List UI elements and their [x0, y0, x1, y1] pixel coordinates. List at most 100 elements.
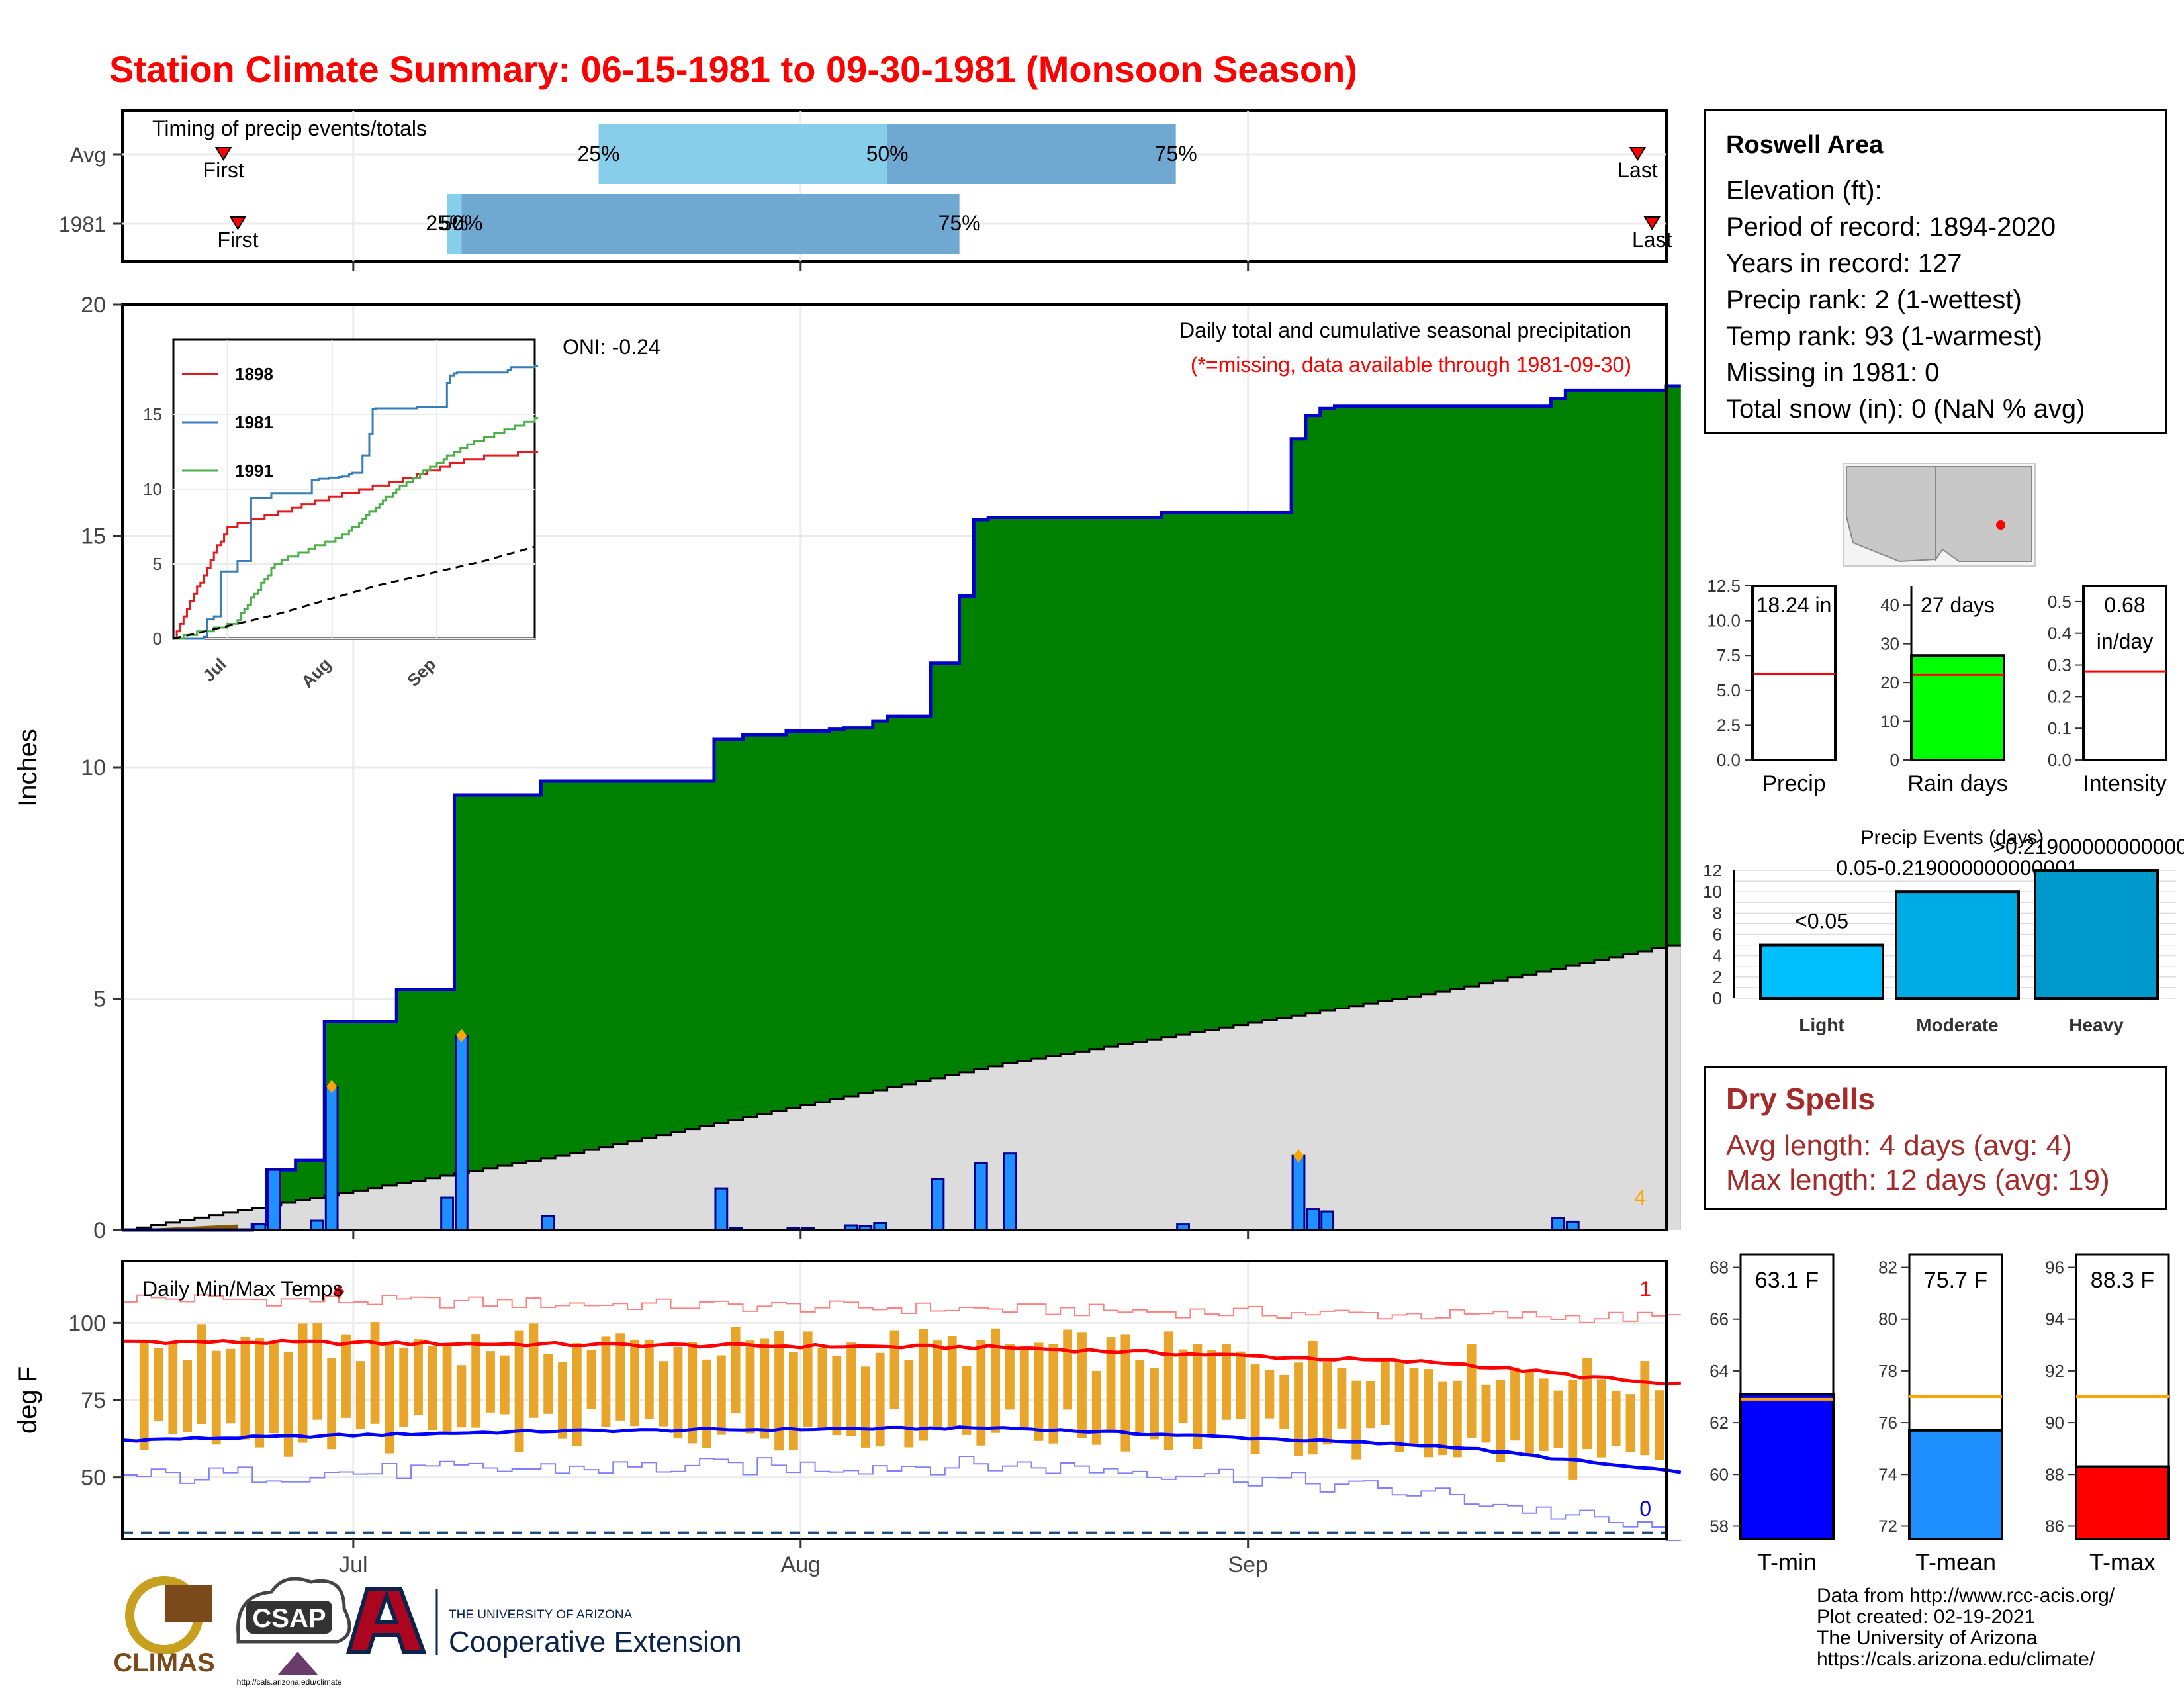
daily-temp-bar — [471, 1334, 481, 1428]
daily-temp-bar — [731, 1327, 741, 1413]
credit-url: https://cals.arizona.edu/climate/ — [1817, 1648, 2095, 1670]
temp-summary-tick-label-tmax: 86 — [2045, 1516, 2064, 1536]
climas-logo-block — [165, 1585, 212, 1622]
daily-temp-bar — [1150, 1368, 1159, 1440]
daily-temp-bar — [1294, 1362, 1303, 1456]
daily-temp-bar — [1452, 1380, 1462, 1458]
info-missing: Missing in 1981: 0 — [1726, 358, 1940, 387]
daily-temp-bar — [543, 1354, 553, 1414]
daily-temp-bar — [1625, 1394, 1635, 1452]
temp-summary-value-tmax: 88.3 F — [2091, 1268, 2154, 1293]
events-category-label: Moderate — [1916, 1015, 1998, 1035]
info-elevation: Elevation (ft): — [1726, 176, 1882, 205]
daily-temp-bar — [1438, 1381, 1447, 1456]
summary-tick-label-precip: 5.0 — [1717, 680, 1741, 700]
events-tick-label: 10 — [1703, 882, 1722, 902]
daily-temp-bar — [1207, 1350, 1217, 1435]
daily-max-marker — [326, 1080, 338, 1094]
events-tick-label: 8 — [1713, 903, 1722, 923]
missing-note: (*=missing, data available through 1981-… — [1191, 353, 1631, 377]
info-snow: Total snow (in): 0 (NaN % avg) — [1726, 395, 2085, 424]
daily-temp-bar — [1611, 1390, 1621, 1446]
inset-y-tick-label: 15 — [143, 404, 162, 424]
temps-y-tick-label: 100 — [68, 1311, 106, 1336]
timing-row-label: 1981 — [59, 212, 106, 236]
temp-summary-value-tmean: 75.7 F — [1924, 1268, 1987, 1293]
inset-y-tick-label: 5 — [153, 554, 162, 574]
daily-temp-bar — [197, 1324, 206, 1425]
temps-x-tick-label: Jul — [339, 1552, 367, 1577]
inset-series-line — [173, 365, 539, 640]
daily-temp-bar — [1380, 1358, 1390, 1425]
daily-temp-bar — [327, 1358, 337, 1450]
events-bar-label: <0.05 — [1795, 910, 1848, 933]
temp-summary-tick-label-tmax: 94 — [2045, 1309, 2064, 1329]
summary-tick-label-intensity: 0.0 — [2048, 750, 2071, 770]
daily-precip-bar — [310, 1219, 324, 1231]
daily-temp-bar — [1163, 1331, 1173, 1450]
daily-precip-bar — [324, 1085, 339, 1231]
timing-p75-label: 75% — [938, 211, 981, 235]
summary-bars: 18.24 in 0.0 2.5 5.0 7.5 10.0 12.5 Precip 27 day… — [1707, 576, 2167, 796]
inset-legend-label: 1981 — [235, 412, 273, 432]
climas-logo-text: CLIMAS — [113, 1648, 214, 1677]
daily-temp-bar — [1366, 1381, 1375, 1429]
temp-summary-tick-label-tmean: 78 — [1878, 1361, 1897, 1381]
main-y-tick-label: 5 — [93, 987, 106, 1012]
summary-tick-label-intensity: 0.4 — [2048, 624, 2071, 643]
temp-summary-tick-label-tmin: 64 — [1709, 1361, 1729, 1381]
summary-tick-label-raindays: 10 — [1880, 712, 1899, 731]
daily-temp-bar — [1077, 1332, 1087, 1438]
daily-temp-bar — [312, 1323, 322, 1420]
daily-temp-bar — [788, 1352, 798, 1450]
temps-y-tick-label: 75 — [81, 1388, 106, 1413]
precip-panel: 0 5 10 15 20 Inches ONI: -0.24 Daily total and … — [13, 293, 1681, 1243]
ua-logo-big-text: Cooperative Extension — [449, 1626, 742, 1658]
daily-temp-bar — [457, 1365, 467, 1428]
daily-temp-bar — [1005, 1344, 1015, 1410]
events-tick-label: 2 — [1713, 967, 1722, 987]
map-state-new-mexico — [1935, 466, 2032, 562]
temps-panel: Daily Min/Max Temps 1 0 50 75 100 deg F Jul Aug S… — [13, 1260, 1682, 1577]
timing-p25-label: 25% — [426, 211, 469, 235]
daily-temp-bar — [745, 1340, 755, 1434]
inset-average-line — [173, 545, 535, 640]
temp-summary-tick-label-tmin: 68 — [1709, 1258, 1729, 1278]
daily-temp-bar — [1394, 1360, 1404, 1452]
timing-title: Timing of precip events/totals — [152, 117, 427, 140]
daily-temp-bar — [1034, 1342, 1044, 1441]
temp-summary-tick-label-tmean: 72 — [1878, 1516, 1897, 1536]
daily-temp-bar — [919, 1329, 929, 1441]
daily-temp-bar — [1524, 1370, 1534, 1454]
daily-max-marker — [1293, 1149, 1304, 1163]
dry-spells-box: Dry Spells Avg length: 4 days (avg: 4) M… — [1704, 1066, 2167, 1210]
daily-temp-bar — [1409, 1368, 1419, 1446]
station-name: Roswell Area — [1726, 131, 1884, 159]
timing-last-label: Last — [1632, 228, 1672, 252]
csap-logo-mountain — [278, 1652, 318, 1675]
daily-temp-bar — [486, 1351, 495, 1413]
daily-temp-bar — [226, 1348, 236, 1424]
inset-series-line — [173, 451, 539, 640]
daily-temp-bar — [1351, 1380, 1361, 1460]
daily-temp-bar — [803, 1331, 813, 1428]
summary-tick-label-precip: 7.5 — [1717, 645, 1741, 665]
summary-bar-raindays — [1910, 654, 2005, 762]
daily-temp-bar — [211, 1350, 221, 1445]
timing-first-label: First — [217, 228, 258, 252]
summary-tick-label-raindays: 40 — [1880, 595, 1899, 615]
temp-summary-tick-label-tmax: 92 — [2045, 1361, 2064, 1381]
daily-temp-bar — [572, 1343, 582, 1446]
events-tick-label: 6 — [1713, 925, 1722, 945]
daily-temp-bar — [1496, 1380, 1506, 1462]
main-y-tick-label: 10 — [81, 755, 106, 780]
temps-y-axis-label: deg F — [13, 1366, 42, 1434]
daily-temp-bar — [889, 1330, 899, 1409]
daily-temp-bar — [1510, 1367, 1520, 1441]
daily-temp-bar — [1568, 1380, 1578, 1480]
events-bar-label: >0.219000000000001 — [1993, 835, 2184, 859]
daily-temp-bar — [630, 1339, 639, 1427]
record-high-line — [122, 1291, 1681, 1323]
